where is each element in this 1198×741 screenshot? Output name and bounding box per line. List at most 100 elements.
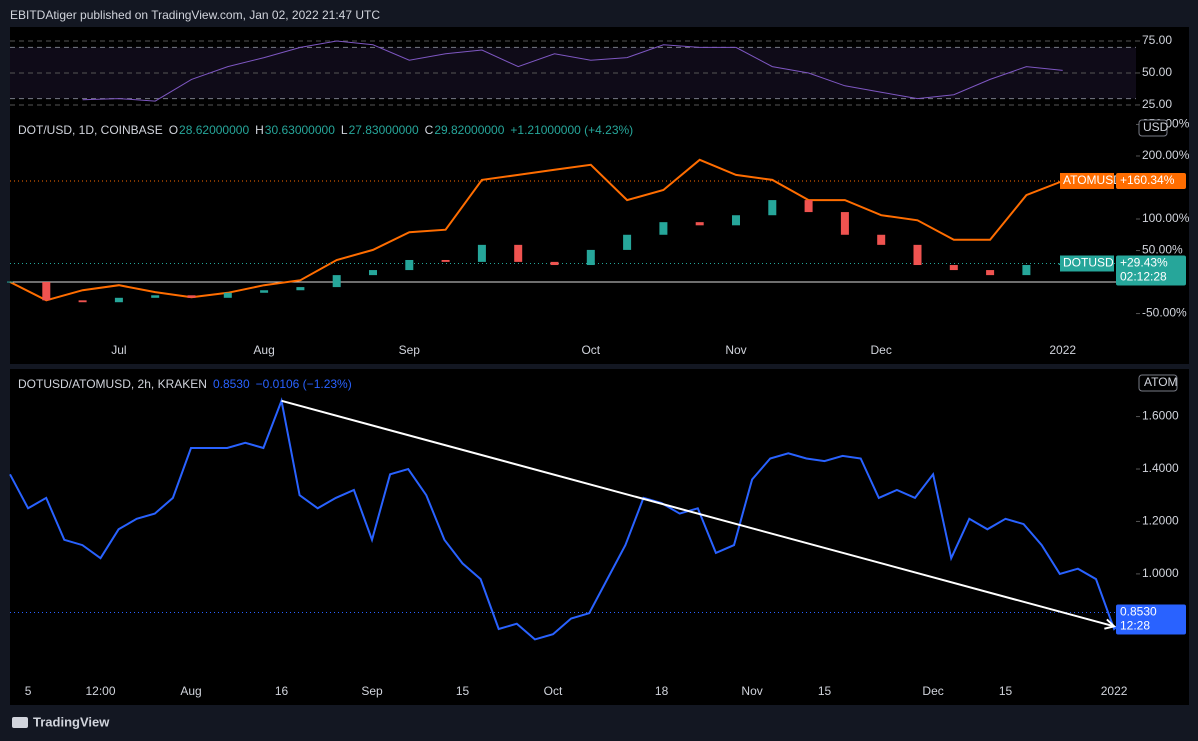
x-tick-label: Oct bbox=[544, 684, 563, 698]
candle bbox=[1022, 265, 1031, 276]
candle bbox=[151, 295, 160, 298]
series-price-tag-box bbox=[1116, 255, 1186, 286]
legend-title: DOTUSD/ATOMUSD, 2h, KRAKEN bbox=[18, 377, 207, 391]
candle bbox=[804, 200, 813, 213]
x-tick-label: Aug bbox=[180, 684, 201, 698]
y-tick-label: 50.00 bbox=[1142, 65, 1172, 79]
candle bbox=[514, 244, 523, 262]
candle bbox=[187, 295, 196, 298]
legend-last: 0.8530 bbox=[213, 377, 250, 391]
x-tick-label: 12:00 bbox=[85, 684, 115, 698]
unit-box bbox=[1138, 374, 1178, 392]
series-price-tag-countdown: 02:12:28 bbox=[1120, 270, 1167, 284]
candle bbox=[332, 275, 341, 288]
candle bbox=[260, 290, 269, 293]
bottom-panel bbox=[10, 369, 1189, 705]
legend-part: L bbox=[341, 123, 348, 137]
candle bbox=[768, 200, 777, 216]
x-tick-label: Nov bbox=[725, 343, 746, 357]
price-tag-box bbox=[1116, 604, 1186, 635]
x-tick-label: 2022 bbox=[1049, 343, 1076, 357]
candle bbox=[840, 212, 849, 235]
legend-part: 27.83000000 bbox=[349, 123, 419, 137]
series-price-tag-box bbox=[1116, 172, 1186, 189]
x-tick-label: Dec bbox=[922, 684, 943, 698]
candle bbox=[405, 259, 414, 271]
candle bbox=[659, 222, 668, 235]
y-tick-label: 1.2000 bbox=[1142, 514, 1179, 528]
x-tick-label: Sep bbox=[399, 343, 421, 357]
y-tick-label: 25.00 bbox=[1142, 97, 1172, 111]
legend-part: H bbox=[255, 123, 264, 137]
y-tick-label: -50.00% bbox=[1142, 306, 1187, 320]
x-tick-label: Dec bbox=[871, 343, 892, 357]
candle bbox=[477, 244, 486, 262]
x-tick-label: 5 bbox=[25, 684, 32, 698]
candle bbox=[732, 215, 740, 226]
brand: TradingView bbox=[12, 714, 110, 729]
candle bbox=[586, 249, 595, 266]
brand-logo bbox=[12, 717, 28, 728]
candle bbox=[369, 270, 377, 276]
price-tag-countdown: 12:28 bbox=[1120, 619, 1150, 633]
y-tick-label: 1.0000 bbox=[1142, 566, 1179, 580]
candle bbox=[986, 270, 995, 276]
chart-legend: DOT/USD, 1D, COINBASE O28.62000000 H30.630… bbox=[18, 123, 633, 137]
candle bbox=[949, 265, 958, 271]
candle bbox=[550, 261, 559, 266]
series-price-tag-text: +160.34% bbox=[1120, 173, 1175, 187]
x-tick-label: Jul bbox=[111, 343, 126, 357]
legend-part: C bbox=[425, 123, 434, 137]
candle bbox=[223, 292, 232, 298]
y-tick-label: 200.00% bbox=[1142, 148, 1190, 162]
candle bbox=[877, 234, 886, 245]
series-line bbox=[82, 40, 1063, 102]
series-line bbox=[9, 397, 1133, 641]
publish-info: EBITDAtiger published on TradingView.com… bbox=[10, 8, 380, 22]
top-panel bbox=[10, 27, 1189, 364]
candle bbox=[296, 287, 305, 291]
legend-part: 28.62000000 bbox=[179, 123, 249, 137]
legend-part: +1.21000000 (+4.23%) bbox=[510, 123, 633, 137]
candle bbox=[623, 234, 632, 250]
series-name: DOTUSD bbox=[1063, 256, 1114, 270]
x-tick-label: 18 bbox=[655, 684, 669, 698]
chart-legend: DOTUSD/ATOMUSD, 2h, KRAKEN 0.8530 −0.0106 … bbox=[18, 377, 352, 391]
unit-box bbox=[1138, 119, 1168, 137]
y-tick-label: 50.00% bbox=[1142, 243, 1183, 257]
series-name-box bbox=[1060, 172, 1114, 189]
x-tick-label: 15 bbox=[456, 684, 470, 698]
series-name-box bbox=[1060, 255, 1114, 272]
legend-part: DOT/USD, 1D, COINBASE bbox=[18, 123, 163, 137]
candle bbox=[695, 222, 704, 226]
candle bbox=[42, 282, 51, 301]
x-tick-label: Oct bbox=[581, 343, 600, 357]
x-tick-label: Aug bbox=[253, 343, 274, 357]
legend-part: O bbox=[169, 123, 178, 137]
y-tick-label: 1.4000 bbox=[1142, 461, 1179, 475]
price-tag-text: 0.8530 bbox=[1120, 605, 1157, 619]
unit-label: USD bbox=[1143, 120, 1169, 134]
candle bbox=[114, 297, 123, 303]
x-tick-label: Sep bbox=[361, 684, 383, 698]
unit-label: ATOM bbox=[1144, 375, 1178, 389]
x-tick-label: 15 bbox=[818, 684, 832, 698]
brand-name: TradingView bbox=[33, 714, 110, 729]
legend-change: −0.0106 (−1.23%) bbox=[256, 377, 352, 391]
y-tick-label: 1.6000 bbox=[1142, 409, 1179, 423]
candle bbox=[913, 244, 922, 266]
series-line bbox=[9, 158, 1064, 302]
y-tick-label: 100.00% bbox=[1142, 211, 1190, 225]
x-tick-label: Nov bbox=[741, 684, 762, 698]
x-tick-label: 16 bbox=[275, 684, 289, 698]
series-name: ATOMUSD bbox=[1063, 173, 1122, 187]
y-tick-label: 75.00 bbox=[1142, 33, 1172, 47]
trendline bbox=[281, 399, 1115, 628]
candle bbox=[78, 300, 87, 303]
x-tick-label: 15 bbox=[999, 684, 1013, 698]
legend-part: 29.82000000 bbox=[434, 123, 504, 137]
x-tick-label: 2022 bbox=[1101, 684, 1128, 698]
candle bbox=[441, 259, 450, 262]
trendline-arrow bbox=[1104, 618, 1117, 630]
